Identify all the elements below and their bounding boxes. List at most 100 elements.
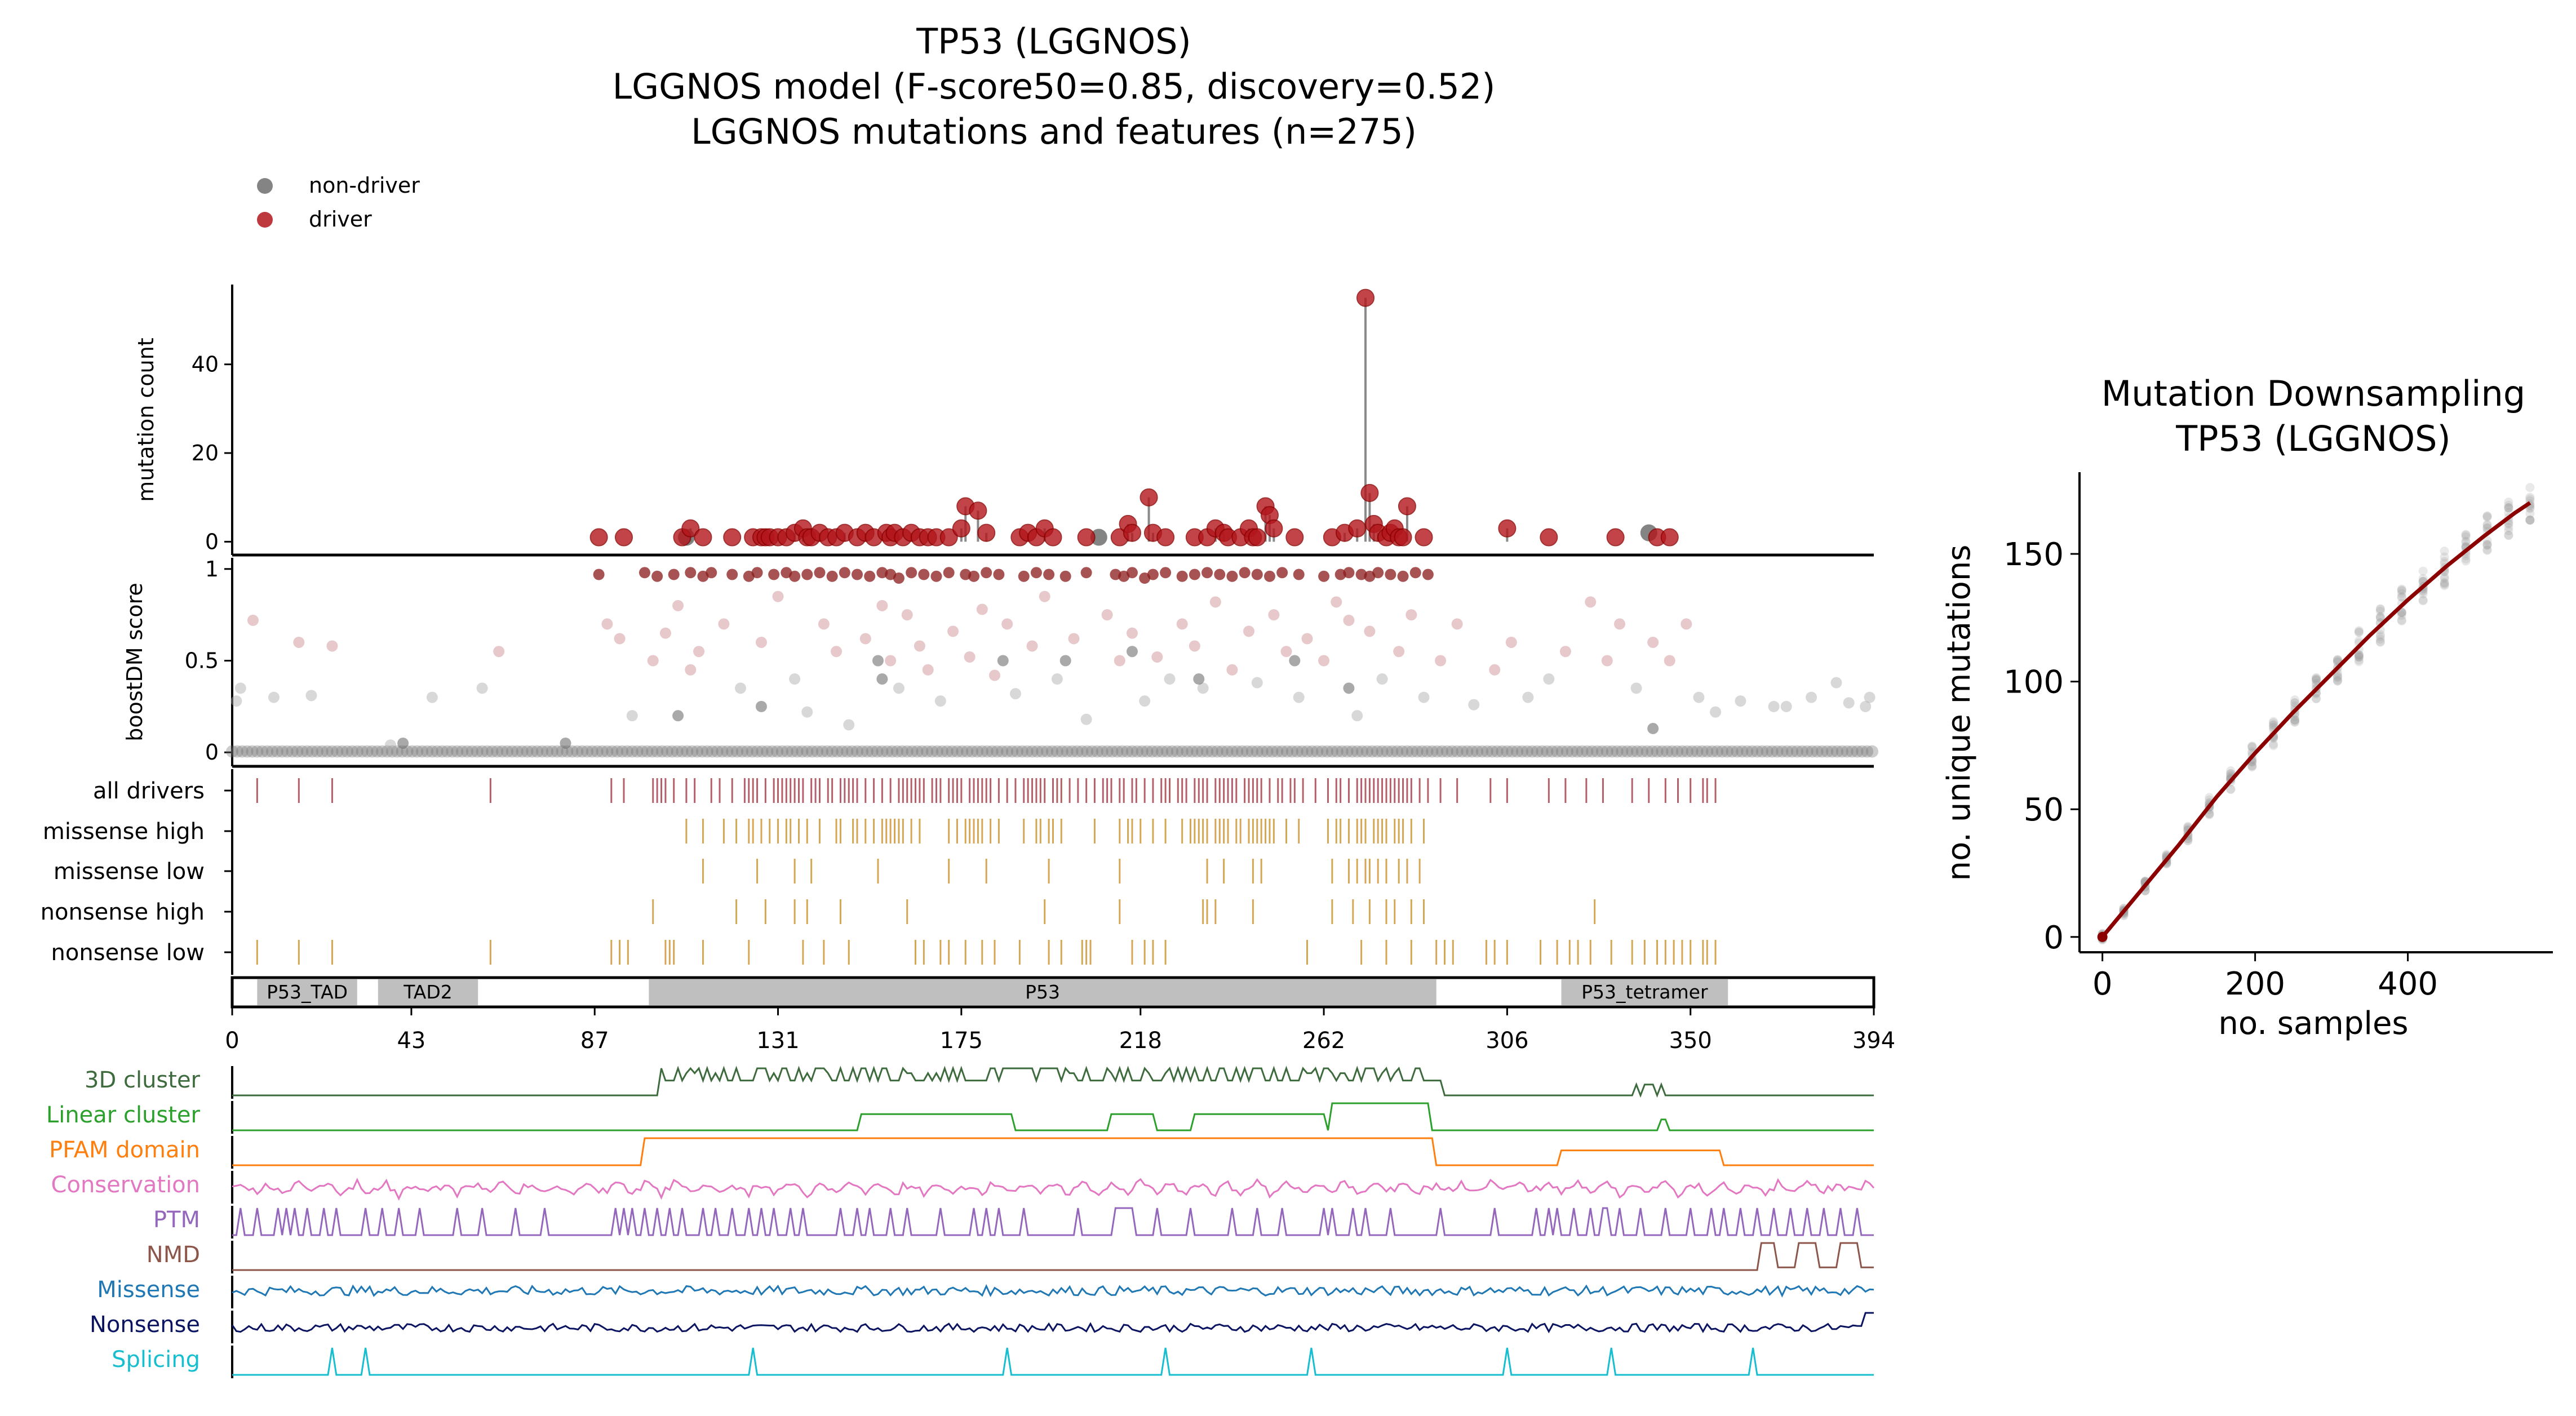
boostdm-point-faded xyxy=(1068,633,1080,645)
boostdm-point-zero xyxy=(746,745,759,758)
boostdm-point-zero xyxy=(606,745,619,758)
downsampling-sample-point xyxy=(2440,580,2449,589)
downsampling-sample-point xyxy=(2525,492,2535,502)
boostdm-point-zero xyxy=(385,745,398,758)
boostdm-point-zero xyxy=(476,745,489,758)
boostdm-point-zero xyxy=(1741,745,1754,758)
downsampling-sample-point xyxy=(2354,626,2364,636)
downsampling-sample-point xyxy=(2482,536,2492,545)
downsampling-sample-point xyxy=(2418,595,2428,605)
downsampling-sample-point xyxy=(2375,613,2385,623)
boostdm-point-driver xyxy=(668,569,680,580)
boostdm-point-zero xyxy=(660,745,673,758)
boostdm-point-driver xyxy=(639,567,650,579)
boostdm-point-zero xyxy=(1755,745,1768,758)
feature-track-label: NMD xyxy=(147,1242,200,1268)
downsampling-y-label: no. unique mutations xyxy=(1941,545,1978,881)
boostdm-point-zero xyxy=(1835,745,1848,758)
boostdm-point-zero xyxy=(1531,745,1544,758)
main-title-line1: TP53 (LGGNOS) xyxy=(916,21,1191,62)
boostdm-point-zero xyxy=(836,745,849,758)
downsampling-sample-point xyxy=(2418,596,2428,606)
boostdm-point-non-driver xyxy=(1343,682,1355,694)
downsampling-sample-point xyxy=(2504,503,2513,513)
downsampling-sample-point xyxy=(2312,674,2321,684)
downsampling-sample-point xyxy=(2504,498,2513,507)
downsampling-sample-point xyxy=(2354,650,2364,659)
downsampling-sample-point xyxy=(2312,673,2321,682)
boostdm-point-driver xyxy=(706,567,717,579)
boostdm-point-faded xyxy=(1768,700,1780,712)
downsampling-sample-point xyxy=(2226,766,2236,775)
feature-track-label: PTM xyxy=(153,1207,200,1233)
downsampling-sample-point xyxy=(2290,717,2300,726)
downsampling-sample-point xyxy=(2226,784,2236,794)
boostdm-point-zero xyxy=(421,745,434,758)
downsampling-sample-point xyxy=(2504,503,2513,512)
boostdm-point-driver xyxy=(1030,567,1042,579)
boostdm-point-zero xyxy=(1141,745,1154,758)
boostdm-point-zero xyxy=(1325,745,1338,758)
feature-track-line xyxy=(232,1178,1875,1201)
feature-track-line xyxy=(232,1347,1874,1376)
downsampling-sample-point xyxy=(2397,615,2406,625)
boostdm-point-driver xyxy=(1239,567,1251,579)
boostdm-point-faded xyxy=(1164,673,1176,685)
boostdm-point-driver xyxy=(1318,570,1330,582)
boostdm-point-zero xyxy=(1281,745,1294,758)
boostdm-point-driver xyxy=(981,567,992,579)
downsampling-sample-point xyxy=(2333,672,2342,681)
downsampling-sample-point xyxy=(2247,741,2257,751)
boostdm-point-faded xyxy=(384,739,396,751)
boostdm-point-non-driver xyxy=(1126,646,1138,658)
downsampling-sample-point xyxy=(2247,761,2257,770)
boostdm-point-faded xyxy=(626,710,638,722)
boostdm-point-faded xyxy=(1009,688,1021,700)
downsampling-sample-point xyxy=(2354,650,2364,660)
downsampling-sample-point xyxy=(2440,572,2449,582)
boostdm-point-zero xyxy=(786,745,799,758)
boostdm-point-zero xyxy=(1611,745,1624,758)
boostdm-panel: 00.51 boostDM score xyxy=(122,557,1879,768)
boostdm-point-non-driver xyxy=(997,655,1009,667)
boostdm-point-zero xyxy=(1626,745,1639,758)
boostdm-point-faded xyxy=(1126,627,1138,639)
boostdm-point-zero xyxy=(1331,745,1344,758)
boostdm-point-zero xyxy=(991,745,1004,758)
boostdm-point-faded xyxy=(859,633,871,645)
boostdm-point-zero xyxy=(1336,745,1349,758)
boostdm-point-zero xyxy=(1436,745,1449,758)
boostdm-point-zero xyxy=(296,745,309,758)
downsampling-sample-point xyxy=(2375,630,2385,640)
boostdm-point-zero xyxy=(895,745,908,758)
downsampling-sample-point xyxy=(2461,530,2471,539)
boostdm-point-zero xyxy=(241,745,254,758)
downsampling-sample-point xyxy=(2354,652,2364,662)
boostdm-point-faded xyxy=(1331,596,1342,608)
boostdm-point-faded xyxy=(1080,713,1092,725)
boostdm-point-zero xyxy=(1136,745,1149,758)
boostdm-point-faded xyxy=(876,600,888,611)
boostdm-point-driver xyxy=(1018,570,1030,582)
boostdm-point-zero xyxy=(230,745,243,758)
boostdm-point-faded xyxy=(718,618,730,630)
downsampling-sample-point xyxy=(2482,545,2492,555)
boostdm-point-zero xyxy=(1421,745,1434,758)
feature-track-label: Conservation xyxy=(51,1172,200,1198)
domain-box xyxy=(257,979,357,1005)
boostdm-point-faded xyxy=(1189,640,1200,652)
boostdm-point-non-driver xyxy=(755,700,767,712)
downsampling-marks xyxy=(2097,483,2535,945)
downsampling-sample-point xyxy=(2525,494,2535,504)
boostdm-point-non-driver xyxy=(1289,655,1301,667)
boostdm-point-zero xyxy=(796,745,809,758)
boostdm-point-faded xyxy=(947,625,959,637)
boostdm-point-driver xyxy=(943,567,955,579)
boostdm-point-zero xyxy=(336,745,349,758)
boostdm-point-zero xyxy=(1631,745,1644,758)
downsampling-sample-point xyxy=(2205,810,2214,819)
lollipop-point-driver xyxy=(1606,528,1625,547)
boostdm-y-ticks: 00.51 xyxy=(185,557,232,765)
downsampling-sample-point xyxy=(2269,739,2278,749)
lollipop-point-driver xyxy=(969,501,987,520)
